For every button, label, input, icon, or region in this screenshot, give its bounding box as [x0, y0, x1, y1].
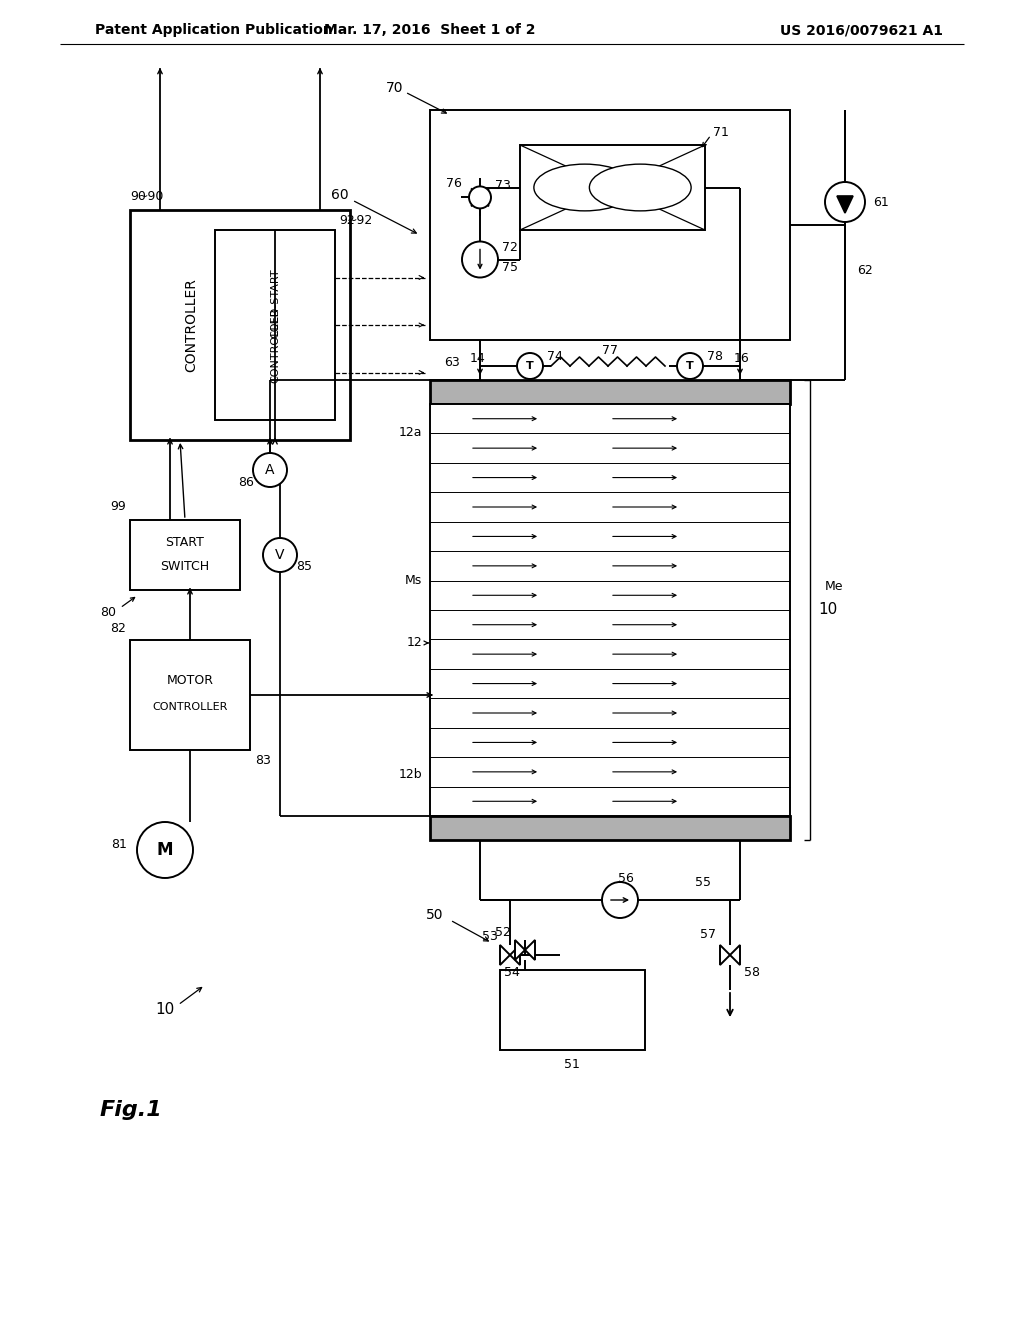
Circle shape [137, 822, 193, 878]
Text: 10: 10 [156, 1002, 175, 1018]
Polygon shape [515, 940, 525, 960]
Text: MOTOR: MOTOR [167, 675, 213, 688]
Text: 52: 52 [496, 925, 511, 939]
Text: 83: 83 [255, 754, 271, 767]
Text: 82: 82 [111, 622, 126, 635]
Text: US 2016/0079621 A1: US 2016/0079621 A1 [780, 22, 943, 37]
Polygon shape [500, 945, 510, 965]
Text: 12: 12 [407, 636, 422, 649]
Text: 71: 71 [713, 127, 729, 140]
Text: START: START [166, 536, 205, 549]
Circle shape [469, 186, 490, 209]
Bar [430, 380, 790, 404]
Text: 99: 99 [111, 499, 126, 512]
Text: ~92: ~92 [347, 214, 374, 227]
Text: 92: 92 [339, 214, 354, 227]
Bar [430, 110, 790, 341]
Text: 16: 16 [734, 351, 750, 364]
Text: 12a: 12a [398, 426, 422, 440]
Text: 10: 10 [818, 602, 838, 618]
Circle shape [253, 453, 287, 487]
Text: M: M [157, 841, 173, 859]
Text: CONTROLLER: CONTROLLER [153, 702, 227, 711]
Text: 72: 72 [502, 242, 518, 253]
Ellipse shape [534, 164, 636, 211]
Text: 51: 51 [564, 1059, 580, 1072]
Text: CONTROLLER: CONTROLLER [184, 279, 199, 372]
Circle shape [462, 242, 498, 277]
Bar [430, 816, 790, 840]
Text: 73: 73 [495, 180, 511, 191]
Text: 70: 70 [386, 81, 403, 95]
Text: SWITCH: SWITCH [161, 561, 210, 573]
Text: 60: 60 [331, 187, 349, 202]
Text: 63: 63 [444, 355, 460, 368]
Text: 54: 54 [504, 966, 520, 979]
Text: 14: 14 [470, 351, 485, 364]
Text: 61: 61 [873, 195, 889, 209]
Text: T: T [526, 360, 534, 371]
Text: 81: 81 [112, 838, 127, 851]
Text: V: V [275, 548, 285, 562]
Bar [430, 404, 790, 816]
Circle shape [263, 539, 297, 572]
Text: T: T [686, 360, 694, 371]
Text: 53: 53 [482, 931, 498, 944]
Text: 80: 80 [100, 606, 116, 619]
Bar [130, 210, 350, 440]
Text: 86: 86 [238, 475, 254, 488]
Text: Ms: Ms [404, 573, 422, 586]
Circle shape [677, 352, 703, 379]
Text: 90: 90 [130, 190, 145, 202]
Bar [215, 230, 335, 420]
Circle shape [602, 882, 638, 917]
Text: 62: 62 [857, 264, 872, 277]
Polygon shape [525, 940, 535, 960]
Bar [130, 640, 250, 750]
Text: 75: 75 [502, 261, 518, 275]
Text: 77: 77 [602, 343, 618, 356]
Text: 58: 58 [744, 966, 760, 979]
Circle shape [825, 182, 865, 222]
Text: 78: 78 [707, 350, 723, 363]
Ellipse shape [590, 164, 691, 211]
Bar [500, 970, 645, 1049]
Text: Patent Application Publication: Patent Application Publication [95, 22, 333, 37]
Bar [520, 145, 705, 230]
Text: A: A [265, 463, 274, 477]
Text: CONTROLLER: CONTROLLER [270, 308, 280, 383]
Polygon shape [510, 945, 520, 965]
Circle shape [517, 352, 543, 379]
Text: 74: 74 [547, 350, 563, 363]
Text: Me: Me [825, 581, 844, 594]
Text: 55: 55 [695, 875, 711, 888]
Text: 56: 56 [618, 871, 634, 884]
Text: 76: 76 [446, 177, 462, 190]
Text: COLD-START: COLD-START [270, 268, 280, 338]
Text: 57: 57 [700, 928, 716, 941]
Text: 12b: 12b [398, 768, 422, 781]
Text: Mar. 17, 2016  Sheet 1 of 2: Mar. 17, 2016 Sheet 1 of 2 [325, 22, 536, 37]
Text: 50: 50 [426, 908, 443, 921]
Bar [130, 520, 240, 590]
Polygon shape [730, 945, 740, 965]
Polygon shape [720, 945, 730, 965]
Text: Fig.1: Fig.1 [100, 1100, 163, 1119]
Text: ~90: ~90 [138, 190, 165, 202]
Text: 85: 85 [296, 561, 312, 573]
Polygon shape [837, 195, 853, 213]
